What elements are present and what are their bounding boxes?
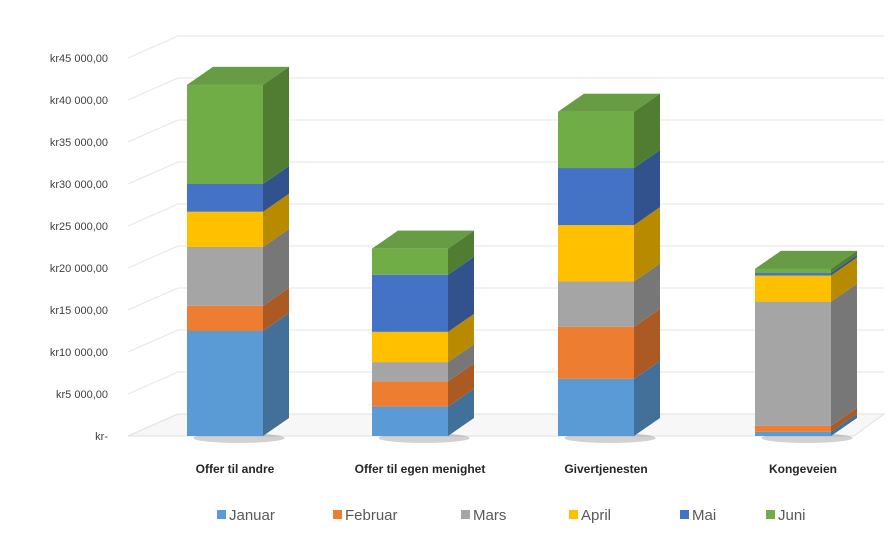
bar-segment xyxy=(187,305,263,331)
bar-top-shade xyxy=(187,66,289,85)
gridline-side xyxy=(127,35,179,59)
gridline-side xyxy=(127,329,179,353)
bar-segment xyxy=(372,248,448,275)
legend-swatch xyxy=(333,510,342,519)
bar-segment xyxy=(187,211,263,247)
bar-segment-side xyxy=(448,344,474,382)
bar-segment-side xyxy=(263,66,289,184)
bar-segment xyxy=(372,406,448,436)
y-tick-label: kr30 000,00 xyxy=(50,179,108,191)
bar-segment-side xyxy=(448,230,474,275)
x-tick-label: Offer til egen menighet xyxy=(355,462,486,476)
gridline-side xyxy=(127,203,179,227)
legend-swatch xyxy=(680,510,689,519)
x-tick-label: Offer til andre xyxy=(196,462,275,476)
bar-segment-side xyxy=(831,257,857,302)
legend-swatch xyxy=(461,510,470,519)
bar-segment xyxy=(372,381,448,407)
y-tick-label: kr25 000,00 xyxy=(50,221,108,233)
bar-segment xyxy=(187,331,263,436)
bar-segment-side xyxy=(831,255,857,276)
bar-segment xyxy=(372,362,448,382)
bar-segment xyxy=(187,184,263,212)
legend-label: Januar xyxy=(229,507,275,524)
bar-segment xyxy=(558,378,634,436)
bar-segment xyxy=(755,301,831,426)
bar-segment-side xyxy=(634,360,660,436)
bar-segment xyxy=(558,168,634,226)
bar-segment xyxy=(187,84,263,184)
bar-segment-side xyxy=(263,193,289,247)
bar-segment-side xyxy=(448,363,474,407)
bar-segment-side xyxy=(448,313,474,363)
y-tick-label: kr20 000,00 xyxy=(50,263,108,275)
gridline-side xyxy=(127,245,179,269)
bar-segment xyxy=(372,274,448,332)
bar-segment-side xyxy=(831,407,857,432)
legend-swatch xyxy=(217,510,226,519)
bar-segment xyxy=(755,431,831,436)
bar-segment xyxy=(755,275,831,302)
bar-segment-side xyxy=(634,207,660,282)
y-tick-label: kr5 000,00 xyxy=(56,389,108,401)
legend-label: Juni xyxy=(778,507,806,524)
y-tick-label: kr40 000,00 xyxy=(50,95,108,107)
bar-segment xyxy=(558,225,634,282)
bar-segment xyxy=(558,111,634,169)
bar-segment-side xyxy=(448,256,474,332)
bar-segment-side xyxy=(831,413,857,436)
bar-segment xyxy=(755,425,831,432)
bar-segment-side xyxy=(634,308,660,379)
bar-segment-side xyxy=(634,93,660,169)
bar-segment-side xyxy=(263,166,289,212)
legend-swatch xyxy=(569,510,578,519)
bar-segment-side xyxy=(448,388,474,436)
legend-swatch xyxy=(766,510,775,519)
bar-segment xyxy=(755,273,831,276)
y-tick-label: kr- xyxy=(95,431,108,443)
bar-segment xyxy=(558,281,634,327)
bar-segment xyxy=(558,326,634,379)
legend-label: April xyxy=(581,507,611,524)
gridline-side xyxy=(127,371,179,395)
bar-segment-side xyxy=(263,229,289,306)
gridline-side xyxy=(127,287,179,311)
y-tick-label: kr45 000,00 xyxy=(50,53,108,65)
bar-segment-side xyxy=(634,263,660,327)
legend-label: Mars xyxy=(473,507,506,524)
bar-top-shade xyxy=(755,250,857,269)
bar-segment xyxy=(187,247,263,306)
gridline-side xyxy=(127,77,179,101)
bar-segment-side xyxy=(634,150,660,226)
legend-label: Mai xyxy=(692,507,716,524)
legend-label: Februar xyxy=(345,507,398,524)
bar-top-shade xyxy=(372,230,474,249)
bar-segment xyxy=(755,268,831,274)
bar-segment-side xyxy=(263,287,289,331)
x-tick-label: Kongeveien xyxy=(769,462,837,476)
bar-segment-side xyxy=(831,283,857,426)
y-tick-label: kr10 000,00 xyxy=(50,347,108,359)
bar-segment-side xyxy=(831,250,857,274)
gridline-side xyxy=(127,119,179,143)
bar-top-shade xyxy=(558,93,660,112)
bar-segment xyxy=(372,331,448,363)
y-tick-label: kr35 000,00 xyxy=(50,137,108,149)
bar-segment-side xyxy=(263,313,289,436)
x-tick-label: Givertjenesten xyxy=(564,462,647,476)
gridline-side xyxy=(127,161,179,185)
y-tick-label: kr15 000,00 xyxy=(50,305,108,317)
